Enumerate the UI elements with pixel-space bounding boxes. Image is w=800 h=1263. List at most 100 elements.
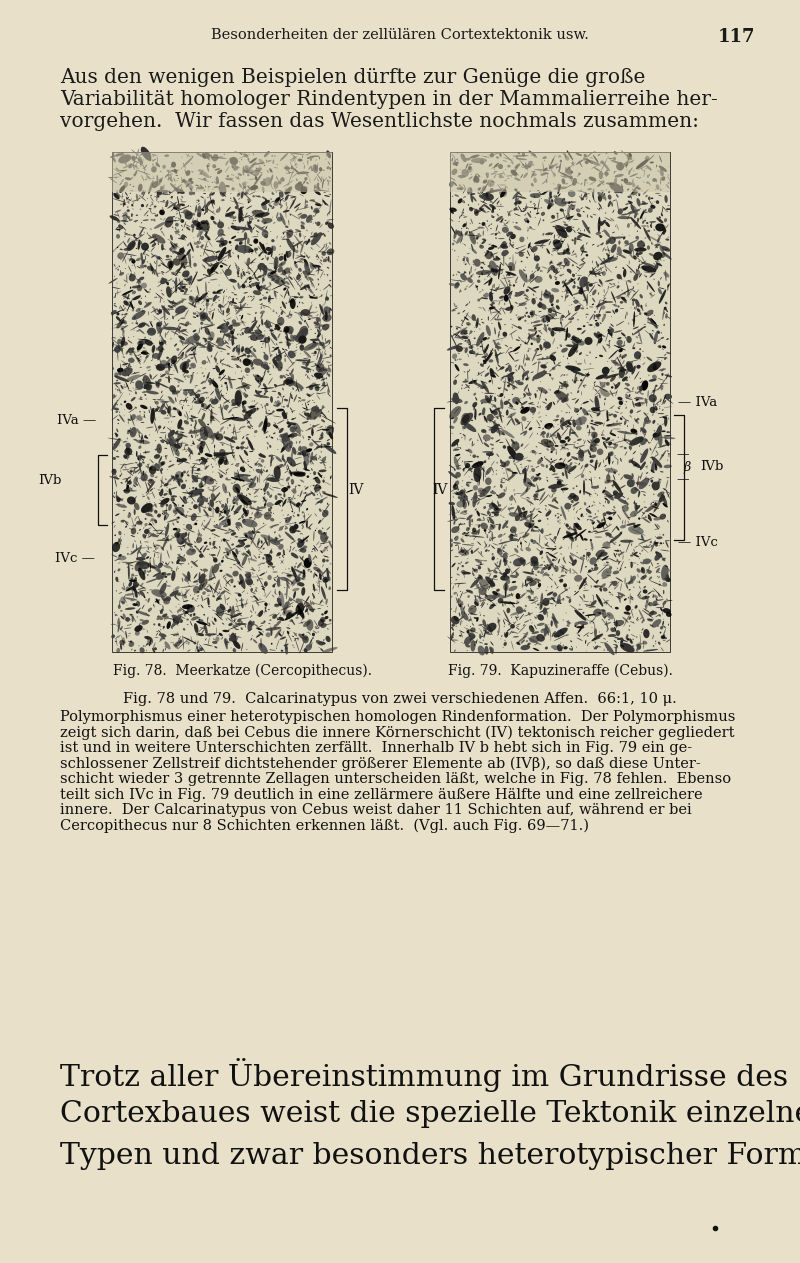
Ellipse shape <box>220 510 222 513</box>
Ellipse shape <box>565 571 567 573</box>
Ellipse shape <box>187 537 190 543</box>
Ellipse shape <box>649 602 650 605</box>
Ellipse shape <box>304 274 309 280</box>
Ellipse shape <box>296 336 298 337</box>
Ellipse shape <box>659 450 666 461</box>
Ellipse shape <box>656 599 658 600</box>
Ellipse shape <box>128 357 134 362</box>
Ellipse shape <box>500 524 501 525</box>
Ellipse shape <box>250 638 252 640</box>
Ellipse shape <box>225 577 226 578</box>
Ellipse shape <box>553 440 556 445</box>
Ellipse shape <box>653 364 657 370</box>
Ellipse shape <box>206 207 216 215</box>
Ellipse shape <box>469 369 470 371</box>
Ellipse shape <box>118 556 126 561</box>
Ellipse shape <box>631 365 636 375</box>
Ellipse shape <box>181 620 183 623</box>
Ellipse shape <box>586 355 589 356</box>
Ellipse shape <box>601 333 602 344</box>
Ellipse shape <box>587 441 590 443</box>
Ellipse shape <box>138 158 143 164</box>
Ellipse shape <box>289 220 290 226</box>
Ellipse shape <box>193 192 195 195</box>
Ellipse shape <box>633 326 638 330</box>
Ellipse shape <box>226 558 238 562</box>
Ellipse shape <box>530 585 531 587</box>
Ellipse shape <box>630 409 633 414</box>
Ellipse shape <box>194 523 198 525</box>
Ellipse shape <box>176 330 180 333</box>
Ellipse shape <box>484 293 489 298</box>
Ellipse shape <box>601 519 604 522</box>
Ellipse shape <box>122 601 123 602</box>
Ellipse shape <box>212 466 214 467</box>
Ellipse shape <box>562 265 564 266</box>
Ellipse shape <box>486 632 487 633</box>
Ellipse shape <box>288 171 290 174</box>
Ellipse shape <box>643 182 645 183</box>
Ellipse shape <box>170 544 172 551</box>
Ellipse shape <box>490 642 494 645</box>
Ellipse shape <box>231 477 245 481</box>
Ellipse shape <box>119 307 120 309</box>
Ellipse shape <box>182 389 190 392</box>
Ellipse shape <box>451 169 458 176</box>
Ellipse shape <box>252 506 254 509</box>
Ellipse shape <box>166 330 170 336</box>
Ellipse shape <box>213 524 222 528</box>
Ellipse shape <box>233 484 241 493</box>
Ellipse shape <box>497 213 499 216</box>
Ellipse shape <box>594 645 598 649</box>
Ellipse shape <box>486 624 489 628</box>
Ellipse shape <box>128 200 131 201</box>
Ellipse shape <box>174 344 177 346</box>
Ellipse shape <box>230 279 237 283</box>
Ellipse shape <box>567 438 570 442</box>
Ellipse shape <box>237 495 238 498</box>
Ellipse shape <box>306 596 310 602</box>
Ellipse shape <box>277 464 283 469</box>
Ellipse shape <box>156 193 158 201</box>
Ellipse shape <box>490 491 496 494</box>
Ellipse shape <box>524 164 529 169</box>
Ellipse shape <box>247 446 248 448</box>
Ellipse shape <box>243 403 246 404</box>
Ellipse shape <box>449 181 454 187</box>
Ellipse shape <box>496 494 498 496</box>
Ellipse shape <box>147 496 150 500</box>
Ellipse shape <box>469 350 473 354</box>
Ellipse shape <box>204 432 210 437</box>
Ellipse shape <box>193 317 196 318</box>
Ellipse shape <box>121 336 125 347</box>
Ellipse shape <box>637 568 641 572</box>
Ellipse shape <box>306 448 312 452</box>
Ellipse shape <box>305 374 306 376</box>
Ellipse shape <box>606 253 610 256</box>
Ellipse shape <box>502 549 504 552</box>
Ellipse shape <box>485 440 486 442</box>
Ellipse shape <box>546 426 550 429</box>
Ellipse shape <box>583 554 585 557</box>
Ellipse shape <box>238 173 241 176</box>
Ellipse shape <box>313 311 318 313</box>
Ellipse shape <box>196 584 198 585</box>
Ellipse shape <box>142 249 147 255</box>
Ellipse shape <box>626 394 629 399</box>
Ellipse shape <box>645 157 650 162</box>
Ellipse shape <box>552 613 558 628</box>
Ellipse shape <box>175 269 179 273</box>
Ellipse shape <box>308 409 322 419</box>
Ellipse shape <box>266 160 272 163</box>
Ellipse shape <box>464 628 478 634</box>
Ellipse shape <box>590 216 593 218</box>
Ellipse shape <box>159 499 166 504</box>
Ellipse shape <box>271 174 274 181</box>
Ellipse shape <box>470 479 474 480</box>
Ellipse shape <box>216 177 219 184</box>
Ellipse shape <box>518 152 520 154</box>
Ellipse shape <box>139 647 145 653</box>
Ellipse shape <box>200 322 203 325</box>
Ellipse shape <box>183 370 189 374</box>
Ellipse shape <box>120 610 122 611</box>
